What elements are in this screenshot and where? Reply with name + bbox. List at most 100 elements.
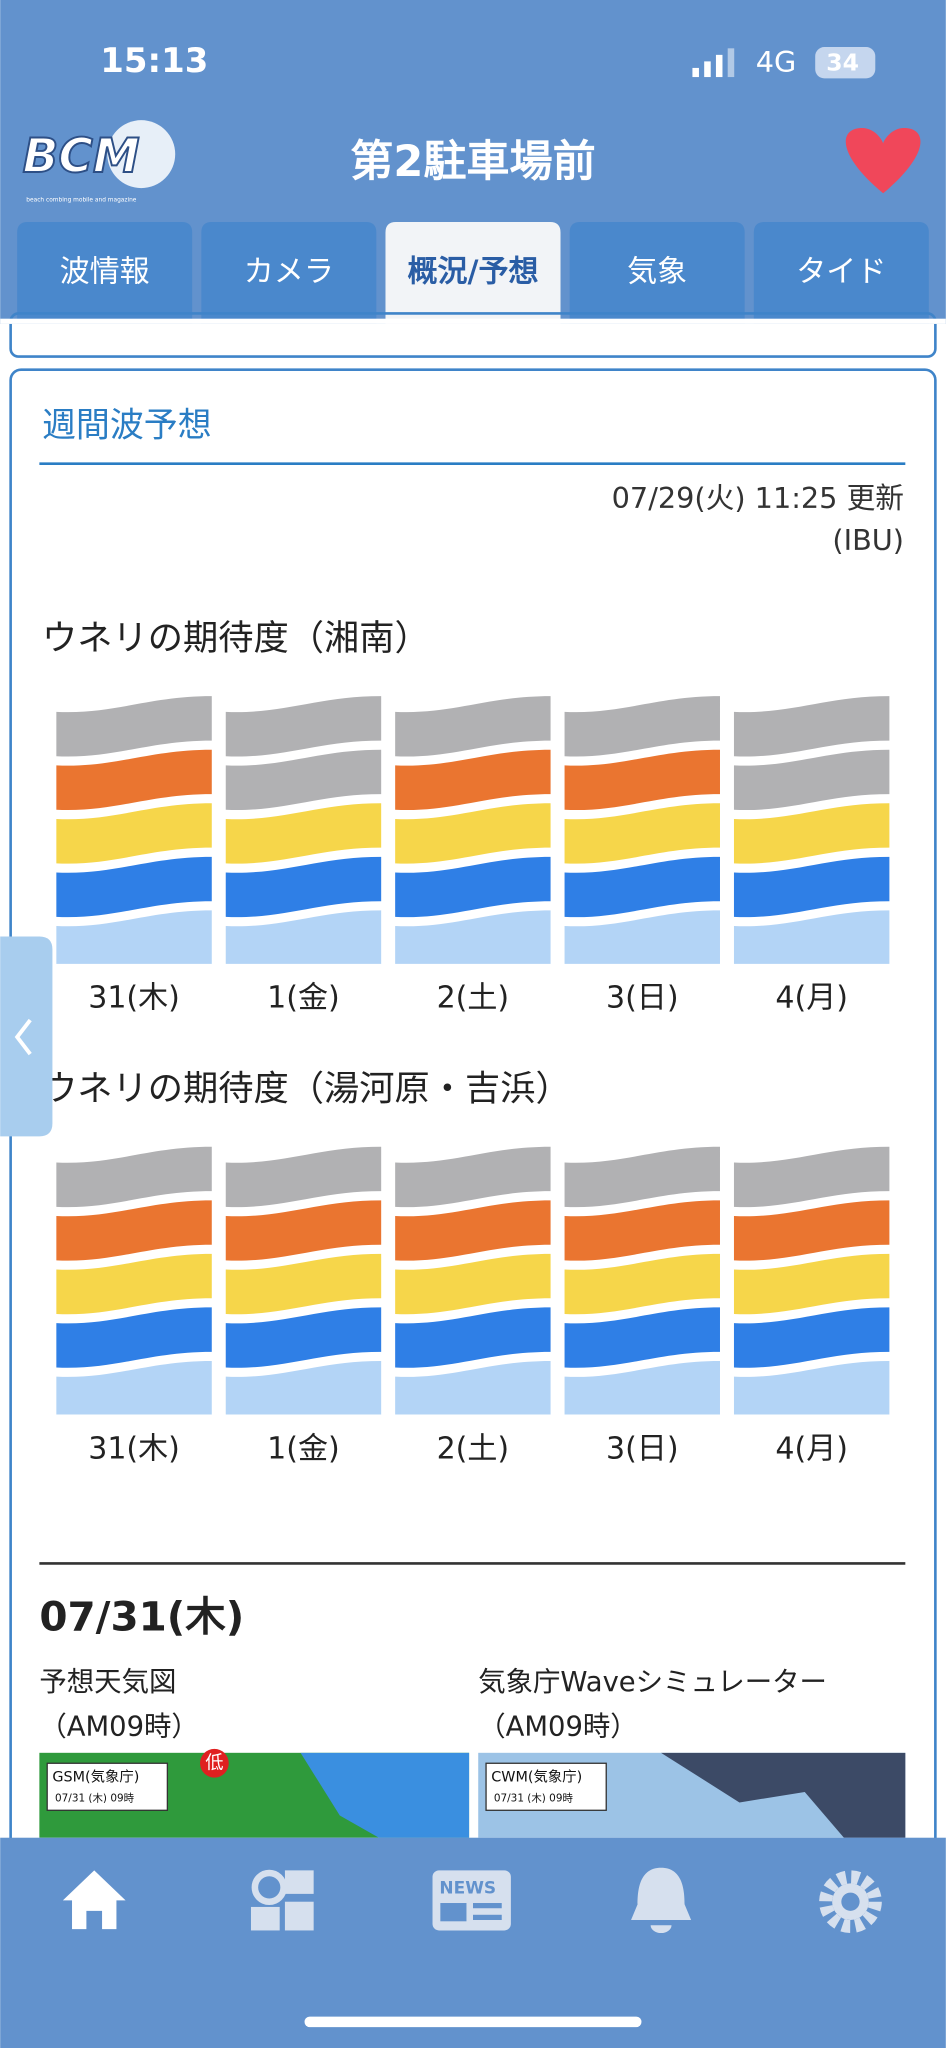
forecast-title: ウネリの期待度（湘南）	[42, 618, 430, 659]
wave-band	[225, 1360, 382, 1415]
wave-band	[564, 1360, 720, 1415]
wave-band	[56, 910, 212, 964]
map-caption-bg	[46, 1762, 169, 1811]
tab-bg	[17, 222, 193, 324]
wave-icon	[56, 696, 212, 964]
wave-band	[733, 910, 890, 964]
map-caption-bg	[485, 1762, 607, 1811]
wave-band	[56, 1360, 212, 1415]
network: 4G	[756, 45, 797, 79]
tab[interactable]: 気象	[569, 222, 745, 324]
wave-band	[564, 803, 720, 864]
wave-band	[225, 1253, 382, 1315]
nav-notifications[interactable]	[631, 1867, 692, 1934]
wave-band	[564, 1307, 720, 1368]
nav-news-label: NEWS	[439, 1879, 496, 1899]
tab[interactable]: 波情報	[17, 222, 193, 324]
tab-bg	[201, 222, 377, 324]
signal	[692, 48, 735, 78]
wave-band	[225, 910, 382, 964]
panel-time: （AM09時）	[39, 1712, 199, 1743]
map-caption: CWM(気象庁)	[491, 1769, 582, 1786]
side-drawer-tab[interactable]	[0, 936, 53, 1137]
wave-band	[395, 1146, 551, 1208]
wave-band	[564, 1253, 720, 1315]
wave-band	[225, 1307, 382, 1368]
wave-icon	[733, 1146, 890, 1415]
tab-bg	[385, 222, 561, 324]
wave-band	[225, 803, 382, 864]
wave-icon	[56, 1146, 212, 1415]
wave-band	[733, 803, 890, 864]
map-image[interactable]: GSM(気象庁) 07/31 (木) 09時 低	[39, 1748, 470, 1838]
wave-band	[225, 856, 382, 918]
tab-label: 概況/予想	[407, 254, 538, 289]
wave-band	[733, 1360, 890, 1415]
map-sea	[300, 1752, 470, 1838]
day-label: 1(金)	[267, 981, 340, 1016]
wave-band	[56, 1253, 212, 1315]
wave-icon	[733, 696, 890, 964]
wave-band	[733, 856, 890, 918]
tab-bg	[753, 222, 929, 324]
battery	[815, 47, 876, 79]
updated-time: 07/29(火) 11:25 更新	[612, 481, 904, 515]
tab-bg	[569, 222, 745, 324]
wave-band	[733, 1200, 890, 1261]
nav-search[interactable]	[250, 1869, 314, 1931]
clock: 15:13	[100, 41, 208, 81]
wave-band	[56, 749, 212, 811]
wave-band	[56, 696, 212, 757]
section-title: 週間波予想	[42, 406, 212, 446]
wave-band	[564, 749, 720, 811]
day-label: 31(木)	[88, 1431, 180, 1466]
wave-band	[733, 1253, 890, 1315]
tab-label: 波情報	[60, 254, 150, 289]
map-caption: GSM(気象庁)	[52, 1769, 139, 1786]
wave-band	[395, 696, 551, 757]
tab-label: 気象	[627, 254, 687, 289]
wave-icon	[225, 696, 382, 964]
wave-band	[733, 749, 890, 811]
wave-band	[395, 856, 551, 918]
nav-settings[interactable]	[819, 1870, 882, 1934]
wave-band	[225, 1146, 382, 1208]
wave-icon	[564, 1146, 720, 1415]
logo-subtitle: beach combing mobile and magazine	[26, 197, 137, 203]
battery-level: 34	[826, 49, 859, 77]
wave-band	[395, 1360, 551, 1415]
day-label: 2(土)	[437, 1431, 510, 1466]
day-label: 3(日)	[606, 1431, 679, 1466]
wave-band	[56, 1200, 212, 1261]
logo-text: BCM	[23, 129, 140, 184]
day-label: 31(木)	[88, 981, 180, 1016]
day-label: 4(月)	[775, 1431, 848, 1466]
wave-band	[225, 696, 382, 757]
page-title: 第2駐車場前	[350, 137, 595, 187]
tab[interactable]: カメラ	[201, 222, 377, 324]
wave-icon	[225, 1146, 382, 1415]
tab[interactable]: タイド	[753, 222, 929, 324]
wave-band	[395, 1200, 551, 1261]
side-drawer-arrow	[14, 1018, 32, 1056]
wave-band	[225, 1200, 382, 1261]
day-label: 2(土)	[437, 981, 510, 1016]
wave-icon	[395, 1146, 551, 1415]
nav-home[interactable]	[62, 1870, 126, 1930]
wave-band	[56, 803, 212, 864]
wave-band	[564, 1146, 720, 1208]
previous-card	[9, 312, 937, 358]
tab[interactable]: 概況/予想	[385, 222, 561, 324]
day-label: 1(金)	[267, 1431, 340, 1466]
wave-band	[56, 1146, 212, 1208]
wave-band	[225, 749, 382, 811]
favorite-button[interactable]	[845, 128, 921, 194]
logo[interactable]: BCM beach combing mobile and magazine	[22, 120, 176, 203]
wave-band	[395, 749, 551, 811]
nav-news[interactable]: NEWS	[432, 1870, 511, 1931]
wave-band	[564, 1200, 720, 1261]
map-image[interactable]: CWM(気象庁) 07/31 (木) 09時	[478, 1752, 906, 1838]
